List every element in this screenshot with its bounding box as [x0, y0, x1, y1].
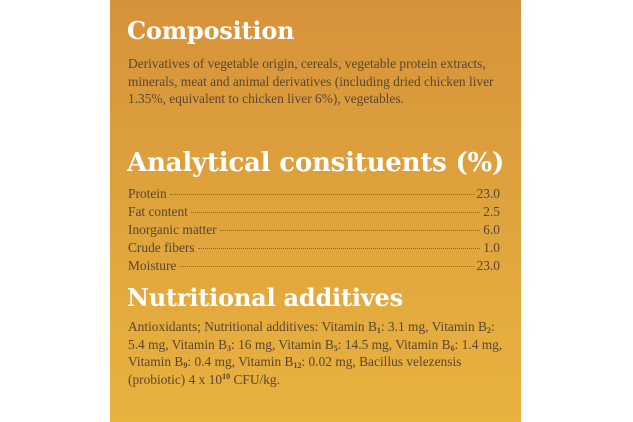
- analytical-row-fat: Fat content 2.5: [128, 204, 500, 222]
- analytical-heading: Analytical consituents (%): [127, 148, 505, 178]
- composition-text: Derivatives of vegetable origin, cereals…: [128, 56, 494, 106]
- dot-leader: [169, 194, 474, 195]
- vitamin-b6: Vitamin B6: 1.4 mg,: [395, 336, 503, 353]
- vitamin-b3: Vitamin B3: 16 mg,: [171, 336, 279, 353]
- row-label: Protein: [128, 186, 167, 201]
- row-label: Inorganic matter: [128, 222, 217, 237]
- vitamin-b2: Vitamin B2: 5.4 mg,: [128, 319, 495, 352]
- analytical-row-fibers: Crude fibers 1.0: [128, 240, 500, 258]
- vitamin-b5: Vitamin B5: 14.5 mg,: [278, 336, 396, 353]
- cfu-count: 4 x 1010 CFU/kg.: [188, 371, 280, 387]
- row-label: Crude fibers: [128, 240, 195, 255]
- row-label: Fat content: [128, 204, 188, 219]
- vitamin-b9: Vitamin B9: 0.4 mg,: [128, 354, 239, 371]
- dot-leader: [190, 212, 481, 213]
- row-value: 23.0: [476, 186, 500, 201]
- analytical-table: Protein 23.0 Fat content 2.5 Inorganic m…: [128, 186, 500, 276]
- row-value: 1.0: [483, 240, 500, 255]
- product-info-panel: Composition Derivatives of vegetable ori…: [110, 0, 521, 422]
- nutritional-text: Antioxidants; Nutritional additives: Vit…: [128, 318, 513, 388]
- row-value: 23.0: [476, 258, 500, 273]
- vitamin-b1: Vitamin B1: 3.1 mg,: [321, 319, 432, 335]
- probiotic-text: Bacillus velezensis (probiotic): [128, 354, 462, 387]
- nutritional-heading: Nutritional additives: [127, 283, 403, 312]
- analytical-row-inorganic: Inorganic matter 6.0: [128, 222, 500, 240]
- nutritional-intro: Antioxidants; Nutritional additives:: [128, 319, 322, 334]
- dot-leader: [179, 266, 474, 267]
- vitamin-b12: Vitamin B12: 0.02 mg,: [238, 354, 360, 371]
- composition-heading: Composition: [127, 16, 295, 45]
- row-value: 2.5: [483, 204, 500, 219]
- dot-leader: [197, 248, 481, 249]
- row-label: Moisture: [128, 258, 177, 273]
- analytical-row-protein: Protein 23.0: [128, 186, 500, 204]
- analytical-row-moisture: Moisture 23.0: [128, 258, 500, 276]
- dot-leader: [219, 230, 481, 231]
- row-value: 6.0: [483, 222, 500, 237]
